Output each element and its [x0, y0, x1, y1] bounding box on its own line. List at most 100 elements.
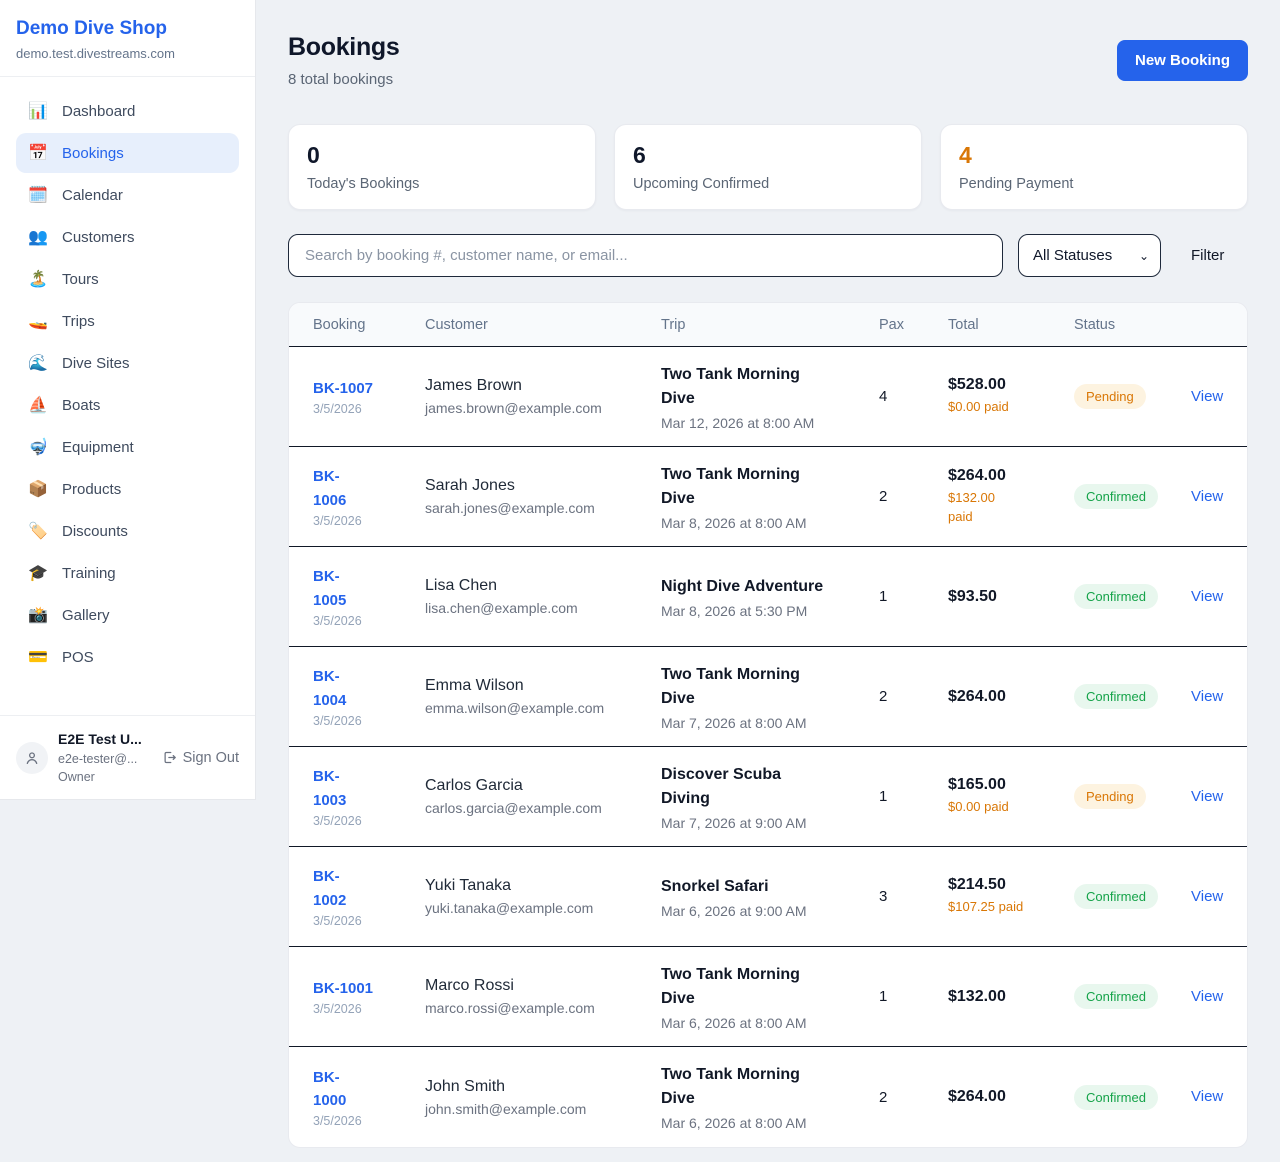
trip-datetime: Mar 12, 2026 at 8:00 AM [661, 414, 815, 431]
stat-card-upcoming-confirmed: 6 Upcoming Confirmed [614, 124, 922, 210]
booking-link[interactable]: BK- 1005 [313, 568, 347, 609]
sidebar-item-label: Training [62, 564, 116, 582]
booking-link[interactable]: BK-1007 [313, 379, 374, 397]
sidebar-item-equipment[interactable]: 🤿 Equipment [16, 427, 239, 467]
pax-value: 2 [879, 688, 888, 705]
customer-email: sarah.jones@example.com [425, 500, 595, 516]
view-link[interactable]: View [1191, 687, 1224, 705]
actions-cell: View [1191, 488, 1223, 506]
sidebar-item-label: Dashboard [62, 102, 136, 120]
column-header-trip: Trip [661, 316, 686, 333]
total-cell: $264.00 $132.00 paid [948, 467, 1074, 527]
user-role: Owner [58, 769, 95, 784]
customer-cell: Emma Wilson emma.wilson@example.com [425, 677, 661, 716]
booking-link[interactable]: BK- 1000 [313, 1068, 347, 1109]
trip-cell: Two Tank Morning Dive Mar 7, 2026 at 8:0… [661, 663, 879, 731]
new-booking-button[interactable]: New Booking [1116, 40, 1248, 81]
booking-link[interactable]: BK- 1002 [313, 868, 347, 909]
total-amount: $264.00 [948, 466, 1006, 484]
customer-name: Carlos Garcia [425, 777, 523, 794]
brand-domain: demo.test.divestreams.com [16, 46, 175, 61]
sidebar-item-boats[interactable]: ⛵ Boats [16, 385, 239, 425]
credit-card-icon: 💳 [28, 649, 48, 666]
search-input[interactable] [288, 234, 1003, 277]
stat-label: Upcoming Confirmed [633, 176, 770, 192]
booking-cell: BK-1001 3/5/2026 [313, 977, 425, 1016]
view-link[interactable]: View [1191, 887, 1224, 905]
booking-link[interactable]: BK-1001 [313, 979, 374, 997]
customer-name: John Smith [425, 1077, 506, 1095]
sidebar-item-pos[interactable]: 💳 POS [16, 637, 239, 677]
table-row: BK- 1005 3/5/2026 Lisa Chen lisa.chen@ex… [289, 547, 1247, 647]
sidebar-item-bookings[interactable]: 📅 Bookings [16, 133, 239, 173]
wave-icon: 🌊 [28, 355, 48, 372]
sign-out-button[interactable]: Sign Out [162, 750, 239, 766]
status-badge: Confirmed [1074, 984, 1158, 1009]
sidebar-item-dive-sites[interactable]: 🌊 Dive Sites [16, 343, 239, 383]
table-row: BK-1001 3/5/2026 Marco Rossi marco.rossi… [289, 947, 1247, 1047]
sidebar-item-calendar[interactable]: 🗓️ Calendar [16, 175, 239, 215]
sidebar-item-label: Discounts [62, 522, 128, 540]
booking-date: 3/5/2026 [313, 913, 362, 928]
table-row: BK-1007 3/5/2026 James Brown james.brown… [289, 347, 1247, 447]
view-link[interactable]: View [1191, 587, 1224, 605]
view-link[interactable]: View [1191, 787, 1224, 805]
paid-amount: $107.25 paid [948, 899, 1024, 915]
camera-icon: 📸 [28, 607, 48, 624]
status-select[interactable]: All Statuses [1018, 234, 1161, 277]
sidebar-item-gallery[interactable]: 📸 Gallery [16, 595, 239, 635]
actions-cell: View [1191, 988, 1223, 1006]
view-link[interactable]: View [1191, 1088, 1224, 1105]
view-link[interactable]: View [1191, 387, 1224, 405]
filter-button[interactable]: Filter [1191, 247, 1225, 264]
sidebar-item-discounts[interactable]: 🏷️ Discounts [16, 511, 239, 551]
total-cell: $264.00 [948, 1088, 1074, 1106]
sidebar-item-dashboard[interactable]: 📊 Dashboard [16, 91, 239, 131]
booking-link[interactable]: BK- 1003 [313, 768, 347, 809]
bookings-table: Booking Customer Trip Pax Total Status B… [288, 302, 1248, 1148]
sidebar-item-tours[interactable]: 🏝️ Tours [16, 259, 239, 299]
actions-cell: View [1191, 688, 1223, 706]
view-link[interactable]: View [1191, 987, 1224, 1005]
customer-cell: Sarah Jones sarah.jones@example.com [425, 477, 661, 516]
total-cell: $93.50 [948, 588, 1074, 606]
trip-name: Two Tank Morning Dive [661, 365, 800, 407]
view-link[interactable]: View [1191, 487, 1224, 505]
sidebar-nav: 📊 Dashboard 📅 Bookings 🗓️ Calendar 👥 Cus… [0, 77, 255, 715]
stat-card-todays-bookings: 0 Today's Bookings [288, 124, 596, 210]
column-header-status: Status [1074, 316, 1116, 333]
user-name: E2E Test U... [58, 731, 142, 748]
diving-mask-icon: 🤿 [28, 439, 48, 456]
sidebar-item-training[interactable]: 🎓 Training [16, 553, 239, 593]
customer-cell: James Brown james.brown@example.com [425, 377, 661, 416]
trip-cell: Two Tank Morning Dive Mar 6, 2026 at 8:0… [661, 1063, 879, 1131]
actions-cell: View [1191, 788, 1223, 806]
total-amount: $264.00 [948, 687, 1006, 705]
page-title: Bookings [288, 33, 400, 61]
trip-cell: Two Tank Morning Dive Mar 12, 2026 at 8:… [661, 363, 879, 431]
sidebar-item-trips[interactable]: 🚤 Trips [16, 301, 239, 341]
trip-name: Two Tank Morning Dive [661, 965, 800, 1007]
status-cell: Confirmed [1074, 584, 1191, 609]
stat-value: 6 [633, 142, 646, 168]
stat-label: Pending Payment [959, 176, 1074, 192]
trip-name: Discover Scuba Diving [661, 765, 782, 807]
trip-cell: Two Tank Morning Dive Mar 6, 2026 at 8:0… [661, 963, 879, 1031]
customer-name: Lisa Chen [425, 577, 498, 594]
total-cell: $132.00 [948, 988, 1074, 1006]
sidebar-item-products[interactable]: 📦 Products [16, 469, 239, 509]
stat-value: 4 [959, 142, 972, 168]
trip-name: Two Tank Morning Dive [661, 665, 800, 707]
trip-datetime: Mar 8, 2026 at 5:30 PM [661, 602, 808, 619]
booking-cell: BK- 1003 3/5/2026 [313, 765, 425, 828]
pax-value: 2 [879, 1088, 888, 1106]
booking-link[interactable]: BK- 1006 [313, 468, 347, 509]
pax-value: 1 [879, 988, 888, 1005]
booking-link[interactable]: BK- 1004 [313, 668, 347, 709]
pax-value: 2 [879, 488, 888, 505]
column-header-customer: Customer [425, 316, 488, 333]
sidebar-item-customers[interactable]: 👥 Customers [16, 217, 239, 257]
table-row: BK- 1000 3/5/2026 John Smith john.smith@… [289, 1047, 1247, 1147]
booking-cell: BK- 1006 3/5/2026 [313, 465, 425, 528]
customer-name: Sarah Jones [425, 477, 515, 494]
